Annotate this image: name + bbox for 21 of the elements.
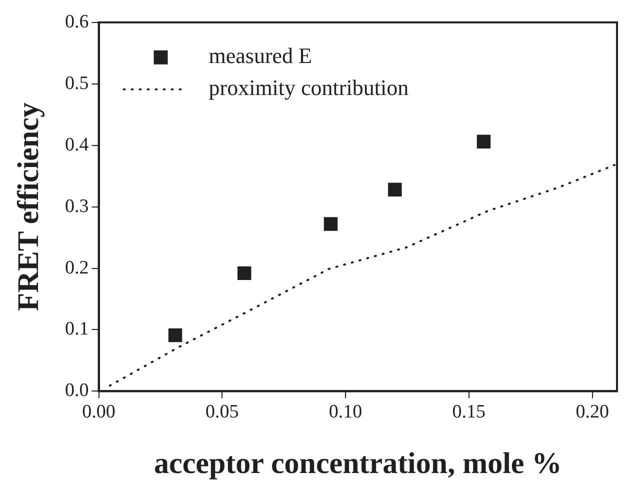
y-tick-label: 0.0 [65, 380, 89, 402]
y-tick-label: 0.6 [65, 11, 89, 32]
x-tick-label: 0.20 [576, 402, 609, 423]
point [168, 328, 182, 342]
point [476, 134, 491, 149]
y-tick-label: 0.1 [65, 318, 89, 340]
x-tick-label: 0.05 [206, 402, 239, 423]
point [324, 217, 338, 231]
legend-label: proximity contribution [208, 75, 409, 100]
y-tick-label: 0.3 [65, 196, 89, 217]
x-axis-title: acceptor concentration, mole % [154, 446, 562, 480]
x-tick-label: 0.15 [452, 402, 486, 423]
y-tick-label: 0.2 [65, 257, 89, 278]
x-tick-label: 0.00 [82, 402, 116, 423]
y-tick-label: 0.4 [65, 134, 90, 156]
y-axis-title: FRET efficiency [12, 102, 45, 312]
point [388, 182, 402, 196]
legend-label: measured E [208, 43, 312, 68]
y-tick-label: 0.5 [65, 72, 89, 94]
point [237, 266, 252, 280]
x-tick-label: 0.10 [328, 402, 362, 423]
